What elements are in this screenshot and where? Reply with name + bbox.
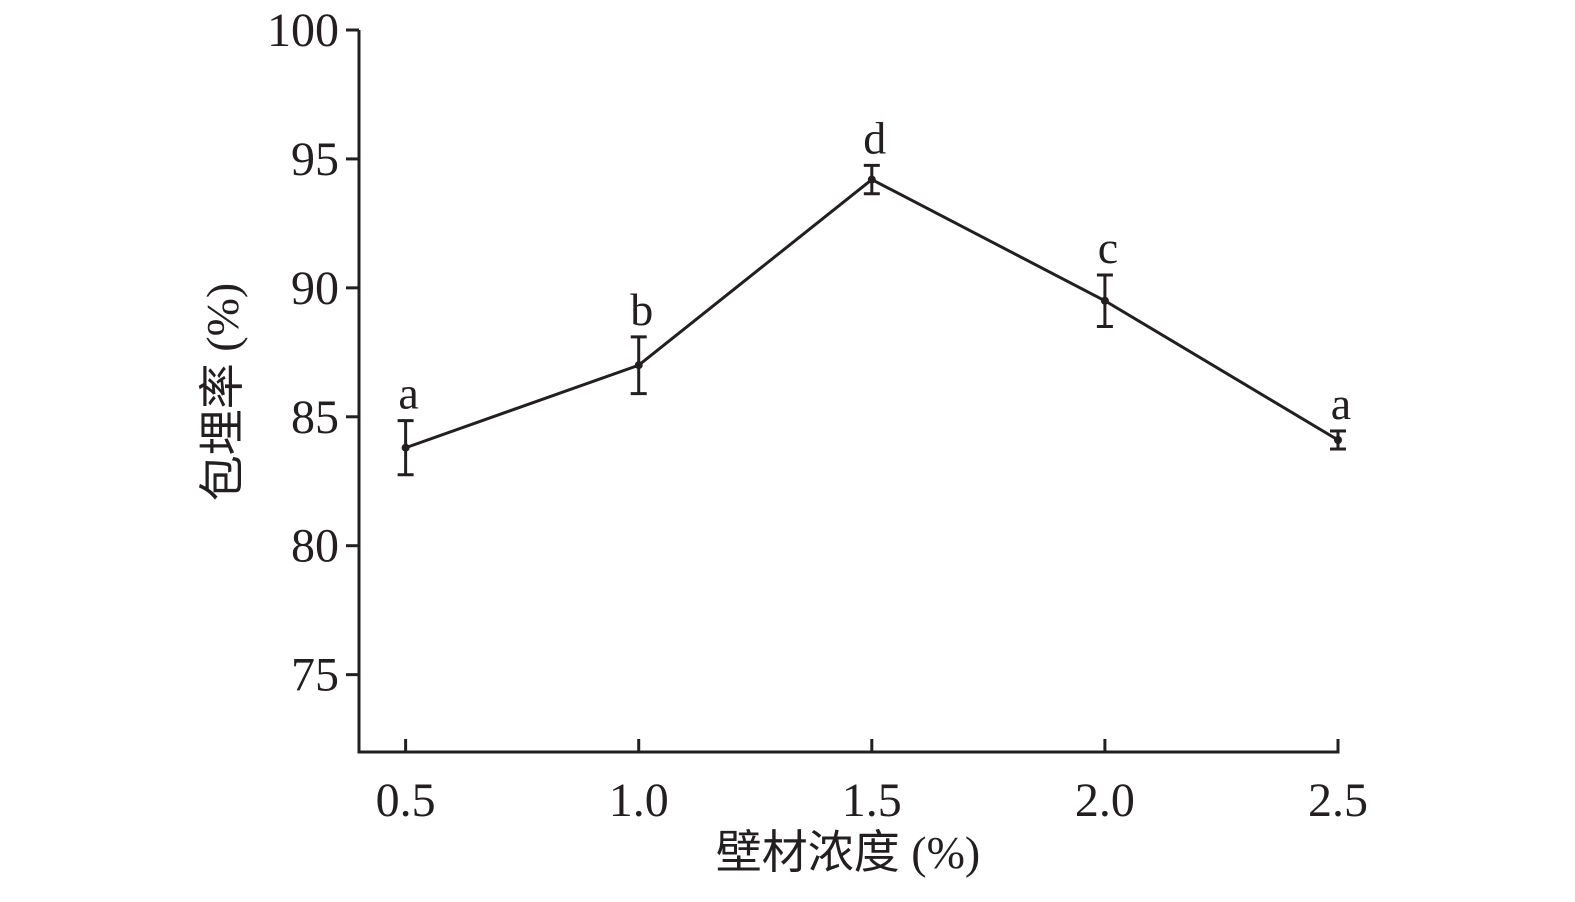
data-point <box>1100 296 1109 305</box>
x-tick-label: 2.0 <box>1075 774 1135 827</box>
x-tick-label: 0.5 <box>376 774 436 827</box>
annotation: c <box>1098 222 1118 273</box>
y-tick-label: 80 <box>291 520 339 573</box>
annotation: d <box>863 112 886 163</box>
data-point <box>867 175 876 184</box>
x-tick-label: 1.0 <box>609 774 669 827</box>
y-tick-label: 100 <box>267 4 339 57</box>
y-tick-label: 75 <box>291 649 339 702</box>
x-axis-title: 壁材浓度 (%) <box>716 827 980 878</box>
data-point <box>634 361 643 370</box>
annotation: b <box>630 284 653 335</box>
y-axis-title: 包埋率 (%) <box>197 283 248 501</box>
data-point <box>1334 435 1342 444</box>
annotation: a <box>1331 378 1351 429</box>
y-tick-label: 90 <box>291 262 339 315</box>
data-point <box>401 443 410 452</box>
annotation: a <box>398 368 418 419</box>
y-tick-label: 95 <box>291 133 339 186</box>
x-tick-label: 1.5 <box>842 774 902 827</box>
x-tick-label: 2.5 <box>1308 774 1368 827</box>
data-line <box>405 177 1339 450</box>
y-tick-label: 85 <box>291 391 339 444</box>
